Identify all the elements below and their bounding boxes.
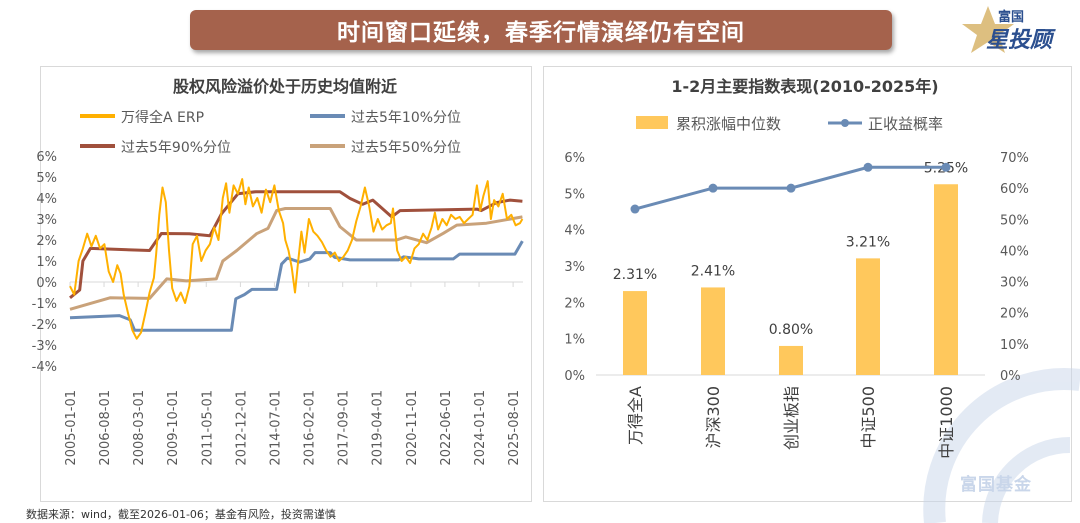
category-label: 创业板指 bbox=[782, 386, 801, 450]
right-chart-panel bbox=[543, 66, 1072, 502]
y-tick-label: -3% bbox=[32, 339, 57, 354]
brand-logo: 富国 星投顾 bbox=[958, 4, 1073, 54]
x-tick-label: 2020-11-01 bbox=[405, 390, 420, 466]
y-tick-label: 6% bbox=[564, 151, 585, 166]
data-label: 0.80% bbox=[769, 322, 813, 338]
data-label: 3.21% bbox=[846, 234, 890, 250]
line-marker bbox=[708, 183, 718, 193]
y-tick-label: -2% bbox=[32, 318, 57, 333]
y-tick-label: 5% bbox=[36, 171, 57, 186]
y2-tick-label: 20% bbox=[1000, 307, 1029, 322]
bar bbox=[623, 291, 647, 375]
watermark-graphic bbox=[923, 368, 1080, 523]
y2-tick-label: 0% bbox=[1000, 369, 1021, 384]
legend-label: 过去5年50%分位 bbox=[351, 140, 461, 156]
page-title: 时间窗口延续，春季行情演绎仍有空间 bbox=[337, 20, 745, 46]
legend-label: 过去5年90%分位 bbox=[121, 140, 231, 156]
line-marker bbox=[863, 162, 873, 172]
category-label: 中证500 bbox=[859, 386, 878, 449]
y-tick-label: 1% bbox=[564, 333, 585, 348]
x-tick-label: 2022-06-01 bbox=[439, 390, 454, 466]
logo-top-text: 富国 bbox=[998, 10, 1025, 25]
legend-label: 累积涨幅中位数 bbox=[676, 115, 781, 133]
legend-label: 过去5年10%分位 bbox=[351, 110, 461, 126]
x-tick-label: 2011-05-01 bbox=[200, 390, 215, 466]
category-label: 中证1000 bbox=[937, 386, 956, 459]
series-line bbox=[69, 207, 523, 311]
y-tick-label: 1% bbox=[36, 255, 57, 270]
y2-tick-label: 40% bbox=[1000, 244, 1029, 259]
data-label: 2.31% bbox=[613, 267, 657, 283]
x-tick-label: 2005-01-01 bbox=[64, 390, 79, 466]
logo-main-text: 星投顾 bbox=[986, 28, 1053, 53]
y-tick-label: -1% bbox=[32, 297, 57, 312]
y-tick-label: 2% bbox=[564, 296, 585, 311]
y-tick-label: -4% bbox=[32, 360, 57, 375]
line-marker bbox=[786, 183, 796, 193]
x-tick-label: 2019-04-01 bbox=[371, 390, 386, 466]
line-marker bbox=[630, 204, 640, 214]
x-tick-label: 2024-01-01 bbox=[473, 390, 488, 466]
category-label: 万得全A bbox=[626, 386, 645, 445]
y2-tick-label: 70% bbox=[1000, 151, 1029, 166]
series-line bbox=[69, 190, 523, 299]
y2-tick-label: 30% bbox=[1000, 276, 1029, 291]
x-tick-label: 2006-08-01 bbox=[98, 390, 113, 466]
legend-swatch bbox=[636, 116, 668, 129]
data-label: 2.41% bbox=[691, 263, 735, 279]
series-line bbox=[69, 240, 524, 332]
legend-label: 正收益概率 bbox=[868, 115, 943, 133]
category-label: 沪深300 bbox=[704, 386, 723, 449]
x-tick-label: 2009-10-01 bbox=[166, 390, 181, 466]
y-tick-label: 3% bbox=[564, 260, 585, 275]
legend-label: 万得全A ERP bbox=[121, 109, 204, 126]
y-tick-label: 0% bbox=[36, 276, 57, 291]
line-marker bbox=[941, 162, 951, 172]
x-tick-label: 2014-07-01 bbox=[268, 390, 283, 466]
y-tick-label: 6% bbox=[36, 150, 57, 165]
x-tick-label: 2017-09-01 bbox=[337, 390, 352, 466]
y2-tick-label: 10% bbox=[1000, 338, 1029, 353]
star-icon bbox=[962, 6, 1014, 53]
y-tick-label: 3% bbox=[36, 213, 57, 228]
bar bbox=[934, 184, 958, 375]
y2-tick-label: 50% bbox=[1000, 213, 1029, 228]
x-tick-label: 2025-08-01 bbox=[507, 390, 522, 466]
series-line bbox=[69, 178, 524, 340]
y-tick-label: 0% bbox=[564, 369, 585, 384]
x-tick-label: 2016-02-01 bbox=[303, 390, 318, 466]
y-tick-label: 2% bbox=[36, 234, 57, 249]
footer-source: 数据来源：wind，截至2026-01-06；基金有风险，投资需谨慎 bbox=[26, 508, 336, 521]
y-tick-label: 4% bbox=[564, 224, 585, 239]
bar bbox=[779, 345, 803, 375]
x-tick-label: 2008-03-01 bbox=[132, 390, 147, 466]
x-tick-label: 2012-12-01 bbox=[234, 390, 249, 466]
chart-title: 股权风险溢价处于历史均值附近 bbox=[173, 77, 397, 96]
watermark-text: 富国基金 bbox=[960, 475, 1032, 495]
chart-title: 1-2月主要指数表现(2010-2025年) bbox=[671, 77, 938, 96]
y-tick-label: 5% bbox=[564, 187, 585, 202]
y-tick-label: 4% bbox=[36, 192, 57, 207]
y2-tick-label: 60% bbox=[1000, 182, 1029, 197]
bar bbox=[701, 287, 725, 375]
legend-marker bbox=[841, 119, 849, 127]
bar bbox=[856, 258, 880, 375]
title-banner: 时间窗口延续，春季行情演绎仍有空间 bbox=[190, 10, 892, 50]
